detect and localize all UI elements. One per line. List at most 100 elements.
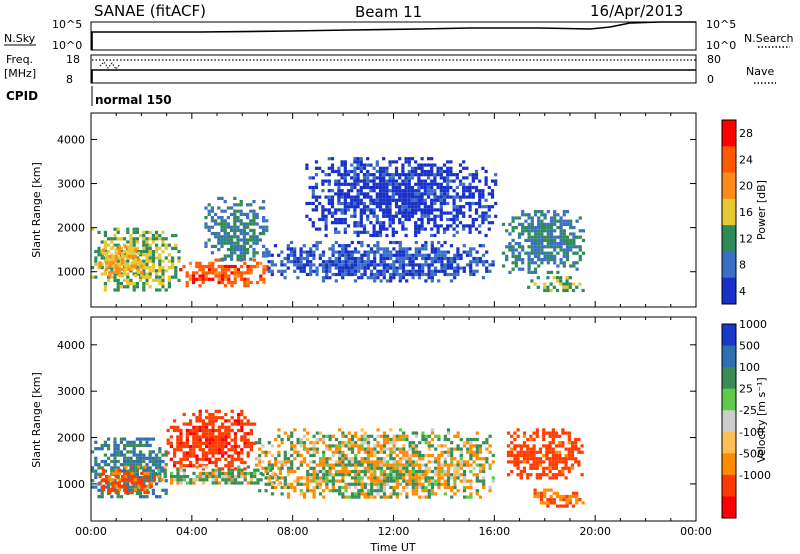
power-cell: [129, 234, 133, 238]
power-cell: [363, 253, 367, 257]
power-cell: [283, 269, 287, 273]
velocity-cell: [158, 450, 162, 454]
velocity-cell: [418, 473, 422, 477]
velocity-cell: [189, 464, 193, 468]
velocity-cell: [205, 451, 209, 455]
power-cell: [220, 222, 224, 226]
velocity-cell: [533, 491, 537, 495]
velocity-cell: [202, 481, 206, 485]
power-cell: [255, 216, 259, 220]
power-cell: [533, 254, 538, 258]
power-cell: [312, 250, 316, 254]
power-cell: [417, 266, 422, 270]
velocity-cell: [240, 471, 244, 475]
power-cell: [372, 233, 376, 238]
power-cell: [94, 256, 98, 260]
power-cell: [543, 282, 547, 286]
velocity-cell: [466, 447, 470, 451]
velocity-cell: [182, 475, 186, 479]
power-cell: [220, 219, 224, 223]
velocity-cell: [376, 485, 380, 490]
colorbar-swatch: [722, 388, 736, 411]
velocity-cell: [126, 463, 130, 467]
velocity-cell: [392, 437, 396, 442]
velocity-cell: [157, 468, 161, 472]
power-cell: [233, 235, 237, 239]
power-cell: [343, 160, 347, 164]
power-cell: [427, 263, 431, 267]
power-cell: [411, 256, 415, 261]
velocity-cell: [185, 441, 189, 445]
velocity-cell: [411, 450, 415, 454]
velocity-cell: [312, 466, 316, 470]
velocity-cell: [121, 475, 125, 479]
velocity-cell: [192, 425, 196, 429]
power-cell: [337, 266, 342, 270]
velocity-cell: [532, 460, 536, 464]
velocity-cell: [227, 471, 231, 475]
power-cell: [468, 189, 472, 193]
velocity-cell: [114, 491, 118, 495]
velocity-cell: [151, 491, 155, 496]
power-cell: [407, 173, 411, 177]
velocity-cell: [277, 434, 281, 438]
velocity-cell: [360, 479, 364, 483]
power-cell: [148, 266, 152, 270]
velocity-cell: [182, 422, 186, 426]
velocity-cell: [529, 450, 533, 454]
velocity-cell: [363, 434, 367, 438]
power-cell: [581, 238, 586, 242]
velocity-cell: [126, 450, 130, 454]
velocity-cell: [529, 434, 533, 438]
power-cell: [546, 254, 550, 258]
velocity-cell: [302, 476, 307, 480]
power-cell: [417, 166, 421, 170]
power-cell: [446, 217, 450, 222]
power-cell: [103, 285, 107, 289]
velocity-cell: [402, 434, 406, 438]
velocity-cell: [100, 466, 104, 470]
velocity-cell: [195, 457, 199, 461]
power-cell: [217, 232, 221, 236]
power-cell: [330, 166, 335, 170]
velocity-cell: [286, 473, 291, 477]
power-cell: [426, 214, 431, 218]
power-cell: [478, 179, 482, 183]
power-cell: [559, 232, 563, 236]
power-cell: [540, 235, 544, 239]
power-cell: [414, 269, 418, 273]
power-cell: [369, 185, 373, 190]
power-cell: [398, 189, 402, 193]
power-cell: [385, 179, 389, 183]
power-cell: [421, 256, 425, 261]
power-cell: [462, 211, 466, 215]
power-cell: [494, 182, 498, 186]
velocity-cell: [360, 441, 364, 445]
velocity-cell: [227, 441, 231, 445]
power-cell: [321, 250, 326, 254]
velocity-cell: [411, 492, 415, 496]
power-cell: [123, 253, 127, 257]
power-cell: [113, 227, 117, 231]
power-cell: [404, 208, 408, 212]
velocity-cell: [347, 485, 351, 490]
power-cell: [439, 182, 443, 186]
power-cell: [462, 250, 466, 254]
power-cell: [398, 247, 402, 251]
power-cell: [481, 211, 485, 215]
power-cell: [124, 245, 128, 249]
velocity-cell: [402, 447, 406, 451]
power-cell: [347, 244, 351, 248]
power-cell: [236, 274, 240, 278]
velocity-cell: [472, 466, 476, 470]
power-cell: [158, 266, 162, 270]
power-cell: [366, 208, 370, 212]
velocity-cell: [137, 465, 141, 469]
velocity-cell: [446, 482, 451, 486]
power-cell: [382, 224, 386, 228]
power-cell: [414, 166, 418, 170]
power-cell: [94, 250, 98, 254]
power-cell: [277, 269, 281, 273]
velocity-cell: [105, 481, 109, 485]
